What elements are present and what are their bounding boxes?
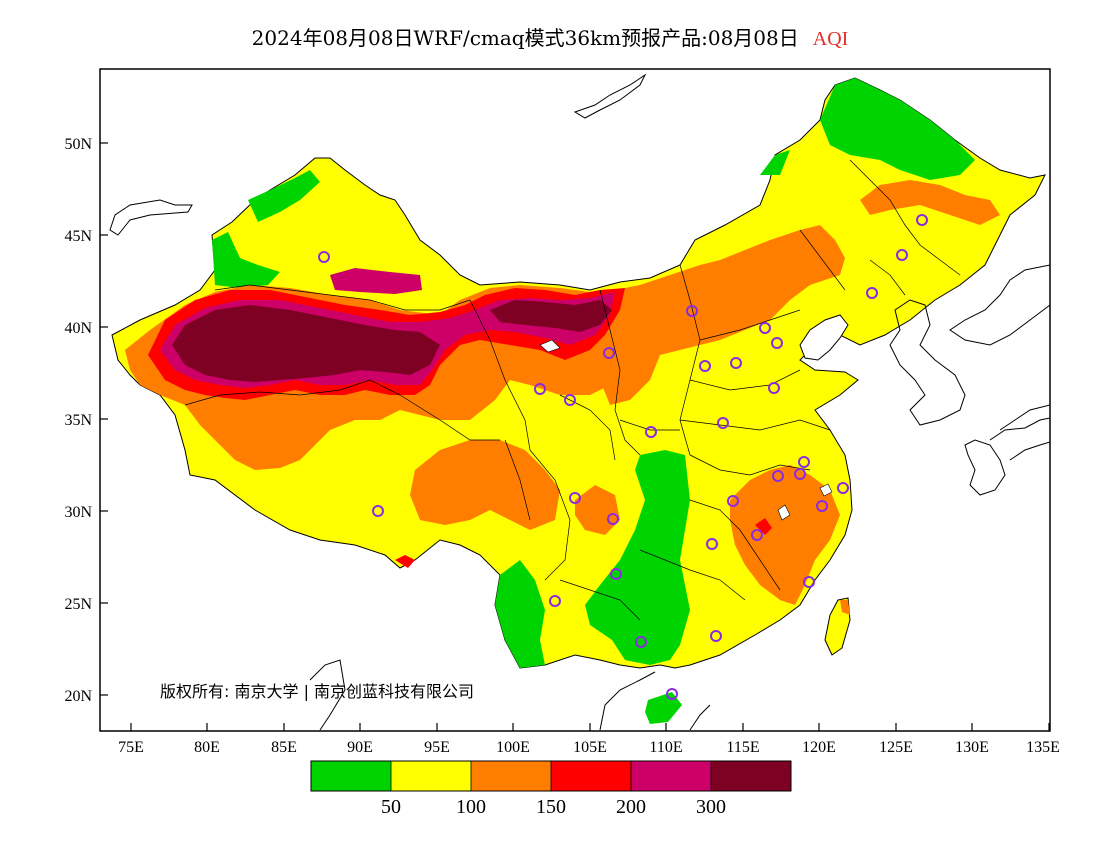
copyright-text: 版权所有: 南京大学 | 南京创蓝科技有限公司 [160,682,474,701]
region-good-northeast [820,78,975,180]
station-marker [610,568,622,580]
region-taiwan-sensitive [840,600,850,615]
x-tick-label: 90E [347,739,373,756]
region-sensitive-shaanxi [600,350,660,405]
legend-label: 100 [456,796,486,818]
station-marker [706,538,718,550]
legend-label: 50 [381,796,401,818]
station-marker [803,576,815,588]
station-marker [730,357,742,369]
station-marker [837,482,849,494]
bohai-sea [799,314,849,361]
region-sensitive-west [125,225,845,470]
station-marker [666,688,678,700]
station-marker [569,492,581,504]
station-marker [645,426,657,438]
region-good-xinjiang-west [212,232,280,288]
region-very-unhealthy-dzungaria [330,268,422,294]
station-marker [816,500,828,512]
legend-label: 150 [536,796,566,818]
y-axis: 50N 45N 40N 35N 30N 25N 20N [64,136,108,705]
region-sensitive-east [730,465,840,605]
legend-label: 200 [616,796,646,818]
station-marker [564,394,576,406]
region-hazardous-gansu [490,300,612,332]
lake-qinghai [539,339,561,353]
region-unhealthy-hunan [755,518,772,535]
x-tick-label: 85E [271,739,297,756]
x-tick-label: 105E [573,739,607,756]
station-marker [798,456,810,468]
legend: 50 100 150 200 300 [310,760,792,818]
station-marker [686,305,698,317]
station-marker [603,347,615,359]
x-tick-label: 100E [496,739,530,756]
y-tick-label: 30N [64,504,92,521]
station-marker [372,505,384,517]
station-marker [771,337,783,349]
lake-taihu [819,483,833,497]
x-tick-label: 75E [118,739,144,756]
station-marker [318,251,330,263]
region-sensitive-neimeng-east [860,180,1000,225]
lake-poyang [777,504,791,521]
station-marker [727,495,739,507]
legend-swatch [471,761,551,791]
x-tick-label: 115E [726,739,759,756]
station-marker [772,470,784,482]
y-tick-label: 25N [64,596,92,613]
station-marker [699,360,711,372]
region-hazardous-tarim [172,305,440,382]
y-tick-label: 20N [64,688,92,705]
x-tick-label: 95E [424,739,450,756]
region-good-northeast-2 [760,150,790,175]
station-marker [717,417,729,429]
region-good-north-xinjiang [248,170,320,222]
y-tick-label: 40N [64,320,92,337]
legend-swatch [391,761,471,791]
station-marker [866,287,878,299]
legend-swatch [311,761,391,791]
title-main: 2024年08月08日WRF/cmaq模式36km预报产品:08月08日 [251,26,799,50]
legend-swatch [711,761,791,791]
region-unhealthy-tibet-border [395,555,415,568]
station-markers [318,214,928,700]
x-tick-label: 80E [194,739,220,756]
x-axis: 75E 80E 85E 90E 95E 100E 105E 110E 115E … [118,723,1060,756]
legend-swatch [551,761,631,791]
y-tick-label: 50N [64,136,92,153]
station-marker [916,214,928,226]
page-title: 2024年08月08日WRF/cmaq模式36km预报产品:08月08日 AQI [0,22,1100,51]
legend-label: 300 [696,796,726,818]
x-tick-label: 120E [802,739,836,756]
station-marker [896,249,908,261]
x-tick-label: 125E [879,739,913,756]
title-variable: AQI [812,28,849,50]
y-tick-label: 35N [64,412,92,429]
region-good-guangxi [585,450,690,665]
region-sensitive-sichuan [410,440,560,530]
region-good-southwest [495,560,545,668]
y-tick-label: 45N [64,228,92,245]
legend-swatch [631,761,711,791]
x-tick-label: 110E [649,739,682,756]
station-marker [751,529,763,541]
station-marker [710,630,722,642]
station-marker [549,595,561,607]
station-marker [607,513,619,525]
region-good-hainan [645,692,682,724]
station-marker [759,322,771,334]
x-tick-label: 130E [955,739,989,756]
x-tick-label: 135E [1026,739,1060,756]
neighbor-outlines [109,73,1050,731]
station-marker [534,383,546,395]
station-marker [768,382,780,394]
station-marker [635,636,647,648]
station-marker [794,468,806,480]
